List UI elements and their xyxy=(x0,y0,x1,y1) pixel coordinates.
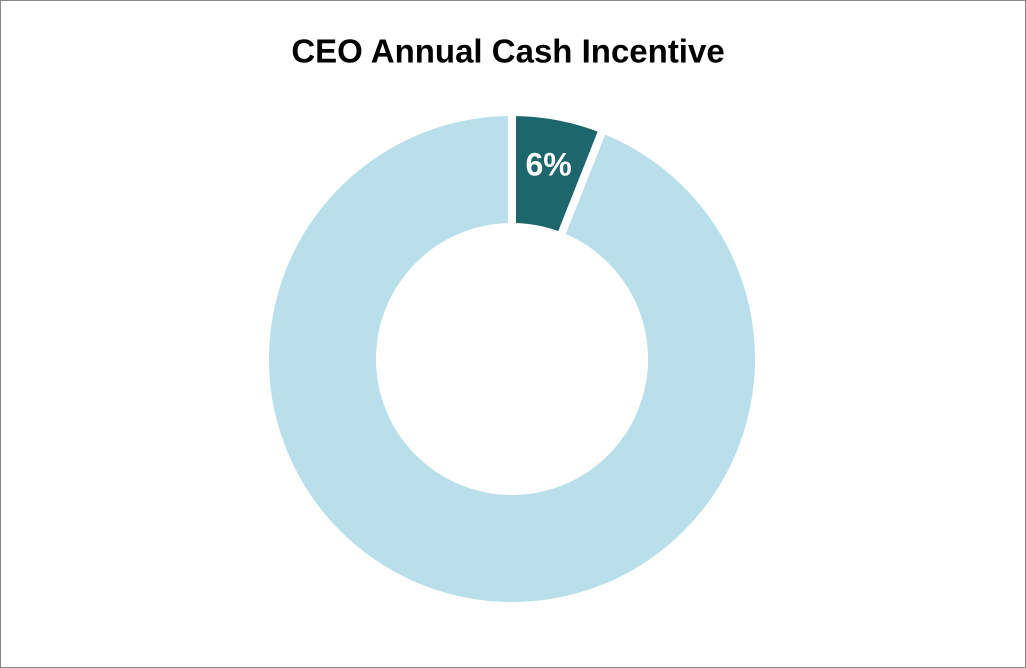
donut-slice xyxy=(261,107,763,610)
chart-title: CEO Annual Cash Incentive xyxy=(291,33,724,70)
data-label: 6% xyxy=(526,146,572,182)
